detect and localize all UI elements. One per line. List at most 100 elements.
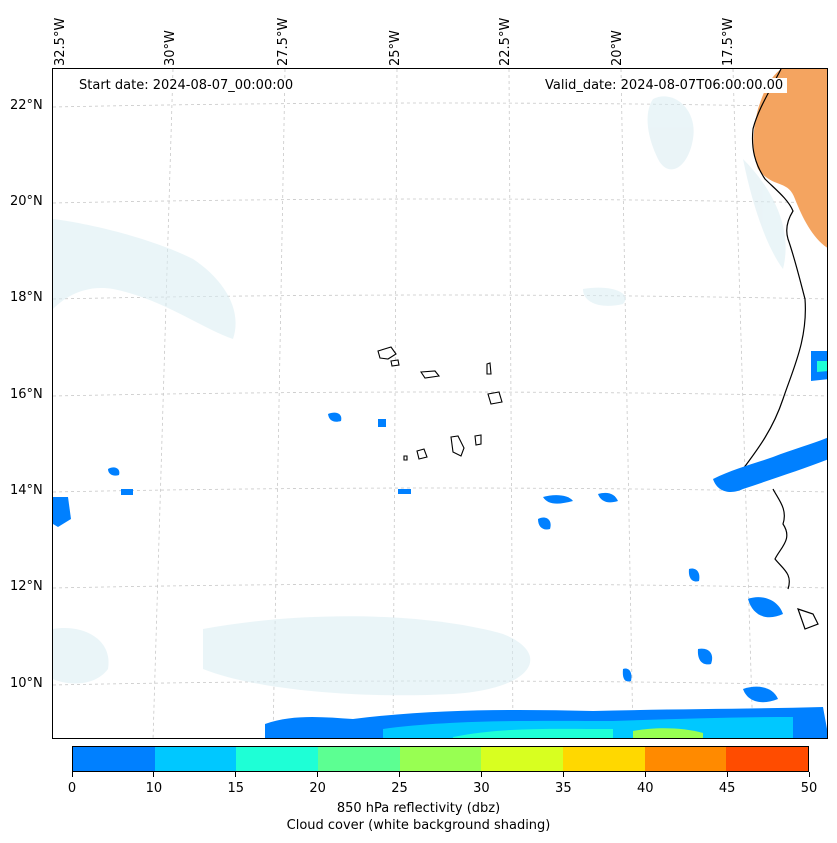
latitude-label-10n: 10°N [10, 676, 43, 691]
reflectivity-patch-5 [378, 419, 386, 427]
island-brava [403, 455, 408, 461]
longitude-label-25w: 25°W [388, 30, 403, 66]
latitude-label-12n: 12°N [10, 579, 43, 594]
colorbar-segment-5 [481, 747, 564, 771]
reflectivity-patch-14 [688, 568, 700, 582]
cloud-band-northwest [53, 219, 236, 339]
meridian-30w [152, 69, 174, 738]
reflectivity-band-south-peak [633, 728, 703, 738]
parallel-10n [53, 680, 827, 686]
colorbar-tick-label: 25 [391, 781, 408, 796]
colorbar-tick-mark [317, 772, 319, 777]
cape-verde-islands [377, 346, 503, 461]
reflectivity-patch-10 [743, 686, 778, 703]
meridian-22-5w [508, 69, 514, 738]
colorbar-segment-1 [154, 747, 237, 771]
colorbar-tick-label: 15 [227, 781, 245, 796]
colorbar-tick-label: 35 [555, 781, 572, 796]
reflectivity-patch-2 [598, 492, 618, 503]
colorbar-tick-mark [235, 772, 237, 777]
island-santiago [450, 435, 465, 457]
reflectivity-band-south-high [453, 728, 613, 738]
meridian-20w [620, 69, 634, 738]
colorbar [72, 746, 809, 772]
colorbar-tick-mark [71, 772, 73, 777]
latitude-label-16n: 16°N [10, 387, 43, 402]
cloud-band-south [203, 616, 531, 696]
valid-date-label: Valid_date: 2024-08-07T06:00:00.00 [541, 78, 788, 93]
colorbar-tick-label: 0 [67, 781, 77, 796]
colorbar-label-cloud-cover: Cloud cover (white background shading) [286, 818, 551, 833]
start-date-label: Start date: 2024-08-07_00:00:00 [75, 78, 298, 93]
island-sao-vicente [390, 359, 400, 367]
island-sal [486, 362, 492, 375]
latitude-label-22n: 22°N [10, 98, 43, 113]
meridian-17-5w [732, 69, 754, 738]
land-desert-northeast [753, 69, 827, 248]
reflectivity-patch-13 [398, 489, 411, 494]
colorbar-tick-mark [644, 772, 646, 777]
parallel-12n [53, 583, 827, 589]
island-santo-antao [377, 346, 397, 360]
island-maio [474, 434, 482, 446]
colorbar-tick-mark [480, 772, 482, 777]
reflectivity-patch-3 [538, 517, 551, 530]
reflectivity-coastal-band [713, 437, 827, 492]
parallel-14n [53, 487, 827, 493]
colorbar-segment-4 [399, 747, 482, 771]
longitude-label-30w: 30°W [163, 30, 178, 66]
cloud-patch-southwest [53, 628, 109, 684]
reflectivity-patch-6 [53, 497, 71, 527]
colorbar-tick-label: 50 [800, 781, 818, 796]
colorbar-tick-mark [399, 772, 401, 777]
cloud-coast-haze [743, 159, 786, 269]
colorbar-segment-2 [236, 747, 319, 771]
colorbar-tick-label: 40 [636, 781, 654, 796]
reflectivity-patch-11 [108, 467, 120, 476]
colorbar-segment-3 [318, 747, 400, 771]
reflectivity-patch-1 [543, 495, 573, 504]
latitude-label-14n: 14°N [10, 483, 43, 498]
latitude-label-18n: 18°N [10, 290, 43, 305]
cloud-patch-central [583, 287, 626, 306]
colorbar-tick-mark [726, 772, 728, 777]
parallel-20n [53, 198, 827, 204]
longitude-label-20w: 20°W [610, 30, 625, 66]
cloud-patch-north [647, 96, 694, 170]
island-sao-nicolau [420, 370, 441, 379]
colorbar-segment-0 [73, 747, 155, 771]
longitude-label-22-5w: 22.5°W [498, 17, 513, 66]
colorbar-segment-8 [726, 747, 809, 771]
cloud-cover-shading [53, 96, 786, 696]
longitude-label-27-5w: 27.5°W [276, 17, 291, 66]
senegal-coast [772, 488, 790, 590]
colorbar-tick-label: 20 [309, 781, 326, 796]
guinea-bissau-islands [797, 608, 819, 630]
longitude-label-32-5w: 32.5°W [53, 17, 68, 66]
colorbar-tick-label: 30 [473, 781, 490, 796]
reflectivity-east-edge-core [817, 361, 827, 372]
colorbar-tick-label: 45 [718, 781, 736, 796]
colorbar-tick-mark [562, 772, 564, 777]
reflectivity-patch-4 [328, 412, 342, 422]
reflectivity-patch-8 [622, 668, 632, 682]
colorbar-tick-mark [153, 772, 155, 777]
colorbar-tick-mark [808, 772, 810, 777]
reflectivity-patch-12 [121, 489, 133, 495]
reflectivity-patches [53, 351, 827, 738]
reflectivity-patch-7 [748, 597, 783, 618]
colorbar-label-reflectivity: 850 hPa reflectivity (dbz) [336, 801, 501, 816]
colorbar-tick-label: 10 [145, 781, 163, 796]
island-boa-vista [487, 391, 503, 405]
coastline [742, 69, 819, 630]
africa-coast [742, 69, 806, 470]
reflectivity-patch-9 [697, 648, 713, 665]
map-panel [52, 68, 828, 739]
parallel-22n [53, 102, 827, 108]
colorbar-segment-7 [644, 747, 727, 771]
colorbar-segment-6 [563, 747, 645, 771]
parallel-16n [53, 391, 827, 397]
longitude-label-17-5w: 17.5°W [721, 17, 736, 66]
map-canvas [53, 69, 827, 738]
latitude-label-20n: 20°N [10, 194, 43, 209]
